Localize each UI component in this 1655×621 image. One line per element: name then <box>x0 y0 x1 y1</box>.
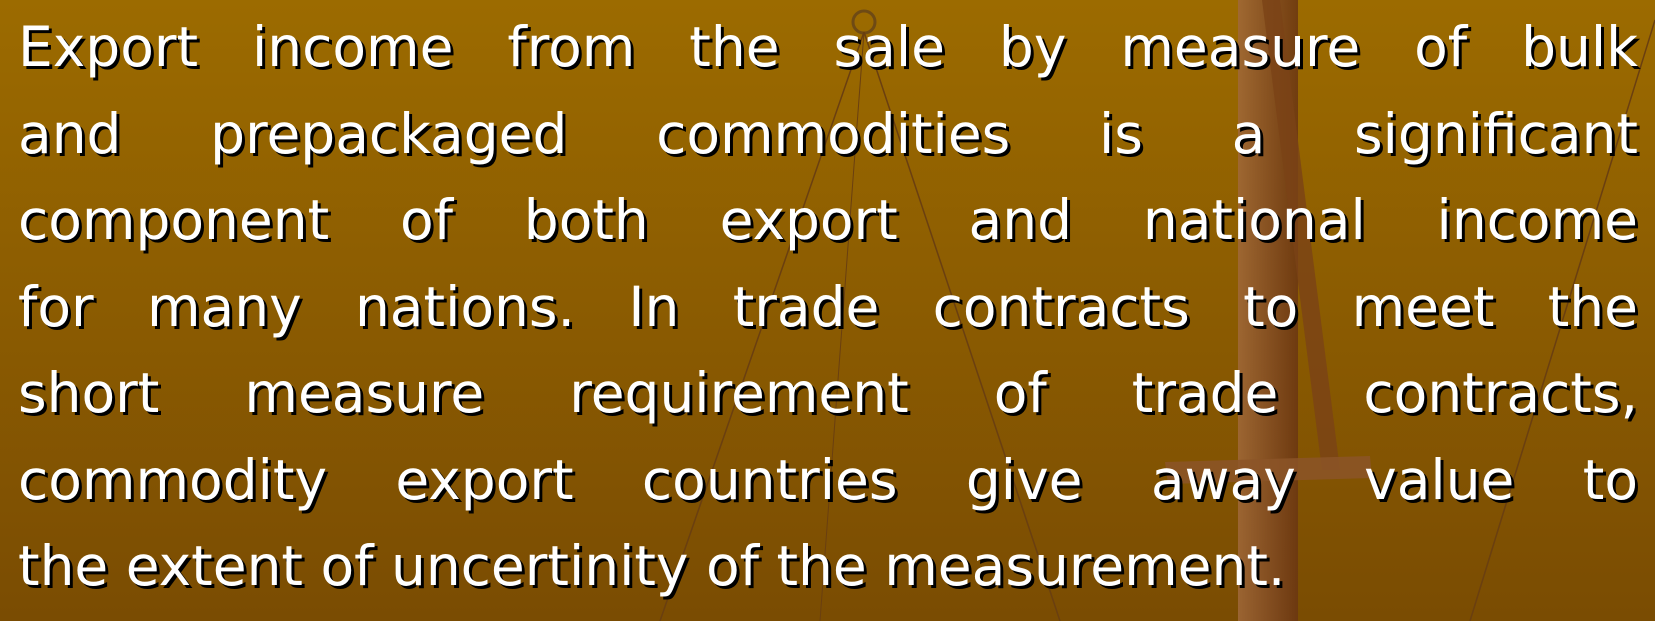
text-line: for many nations. In trade contracts to … <box>18 264 1638 351</box>
text-line: the extent of uncertinity of the measure… <box>18 523 1638 610</box>
text-line: Export income from the sale by measure o… <box>18 4 1638 91</box>
text-line: short measure requirement of trade contr… <box>18 350 1638 437</box>
text-line: component of both export and national in… <box>18 177 1638 264</box>
body-text: Export income from the sale by measure o… <box>18 4 1638 610</box>
slide: {"slide": {"lines": [ "Export income fro… <box>0 0 1655 621</box>
text-line: commodity export countries give away val… <box>18 437 1638 524</box>
text-line: and prepackaged commodities is a signifi… <box>18 91 1638 178</box>
